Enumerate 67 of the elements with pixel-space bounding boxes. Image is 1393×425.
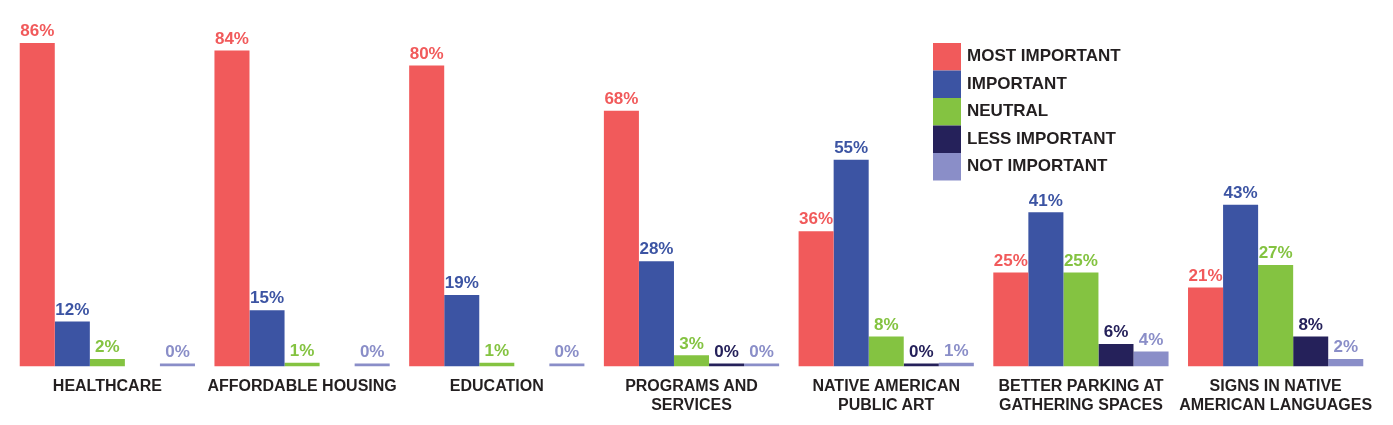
bar bbox=[1028, 212, 1064, 367]
x-tick-label: NATIVE AMERICAN PUBLIC ART bbox=[812, 376, 960, 413]
data-label: 0% bbox=[359, 341, 385, 361]
bar bbox=[798, 231, 834, 367]
data-label: 86% bbox=[20, 21, 55, 41]
data-label: 4% bbox=[1138, 329, 1164, 349]
data-label: 36% bbox=[799, 209, 834, 229]
data-label: 8% bbox=[873, 314, 899, 334]
bar bbox=[833, 159, 869, 367]
bar bbox=[1258, 265, 1294, 367]
bar bbox=[1098, 344, 1134, 367]
data-label: 41% bbox=[1028, 190, 1063, 210]
data-label: 8% bbox=[1298, 314, 1323, 334]
data-label: 12% bbox=[55, 299, 90, 319]
data-label: 25% bbox=[1063, 250, 1098, 270]
bar bbox=[868, 336, 904, 367]
bar bbox=[993, 272, 1029, 367]
x-tick-label: AFFORDABLE HOUSING bbox=[207, 376, 397, 394]
data-label: 68% bbox=[604, 88, 639, 108]
x-tick-label: EDUCATION bbox=[449, 376, 544, 394]
legend-label: MOST IMPORTANT bbox=[967, 46, 1122, 66]
data-label: 1% bbox=[484, 341, 510, 361]
bar bbox=[1328, 359, 1364, 367]
data-label: 6% bbox=[1103, 322, 1129, 342]
bar bbox=[638, 261, 674, 367]
data-label: 0% bbox=[554, 341, 580, 361]
data-label: 27% bbox=[1258, 243, 1293, 263]
data-label: 43% bbox=[1223, 183, 1258, 203]
bar bbox=[1063, 272, 1099, 367]
data-label: 15% bbox=[250, 288, 285, 308]
bar bbox=[89, 359, 125, 367]
data-label: 1% bbox=[944, 341, 969, 361]
x-tick-label: SIGNS IN NATIVE AMERICAN LANGUAGES bbox=[1179, 376, 1373, 413]
bar bbox=[1293, 336, 1329, 367]
legend-label: LESS IMPORTANT bbox=[967, 128, 1117, 148]
data-label: 2% bbox=[1333, 337, 1359, 357]
legend-label: IMPORTANT bbox=[967, 73, 1068, 93]
data-label: 0% bbox=[165, 341, 190, 361]
data-label: 19% bbox=[444, 273, 479, 293]
data-label: 0% bbox=[714, 341, 739, 361]
data-label: 21% bbox=[1188, 265, 1223, 285]
bar bbox=[54, 321, 90, 367]
x-tick-label: HEALTHCARE bbox=[52, 376, 163, 394]
bar bbox=[1133, 351, 1169, 367]
data-label: 55% bbox=[834, 137, 869, 157]
x-tick-label: BETTER PARKING AT GATHERING SPACES bbox=[998, 376, 1164, 413]
data-label: 0% bbox=[749, 341, 774, 361]
bar bbox=[1188, 287, 1224, 367]
data-label: 25% bbox=[993, 250, 1028, 270]
legend-label: NEUTRAL bbox=[967, 101, 1049, 121]
data-label: 2% bbox=[95, 337, 120, 357]
bar bbox=[409, 65, 445, 367]
bar bbox=[444, 295, 480, 367]
bar bbox=[673, 355, 710, 367]
bar bbox=[214, 50, 250, 367]
bar bbox=[19, 43, 55, 367]
data-label: 28% bbox=[639, 239, 674, 259]
data-label: 80% bbox=[409, 43, 444, 63]
bar bbox=[1223, 204, 1259, 367]
data-label: 84% bbox=[214, 28, 249, 48]
bar bbox=[603, 110, 639, 367]
bar bbox=[249, 310, 285, 367]
data-label: 1% bbox=[289, 341, 315, 361]
data-label: 3% bbox=[679, 333, 704, 353]
legend-label: NOT IMPORTANT bbox=[967, 156, 1109, 176]
x-tick-label: PROGRAMS AND SERVICES bbox=[625, 376, 758, 413]
data-label: 0% bbox=[908, 341, 934, 361]
